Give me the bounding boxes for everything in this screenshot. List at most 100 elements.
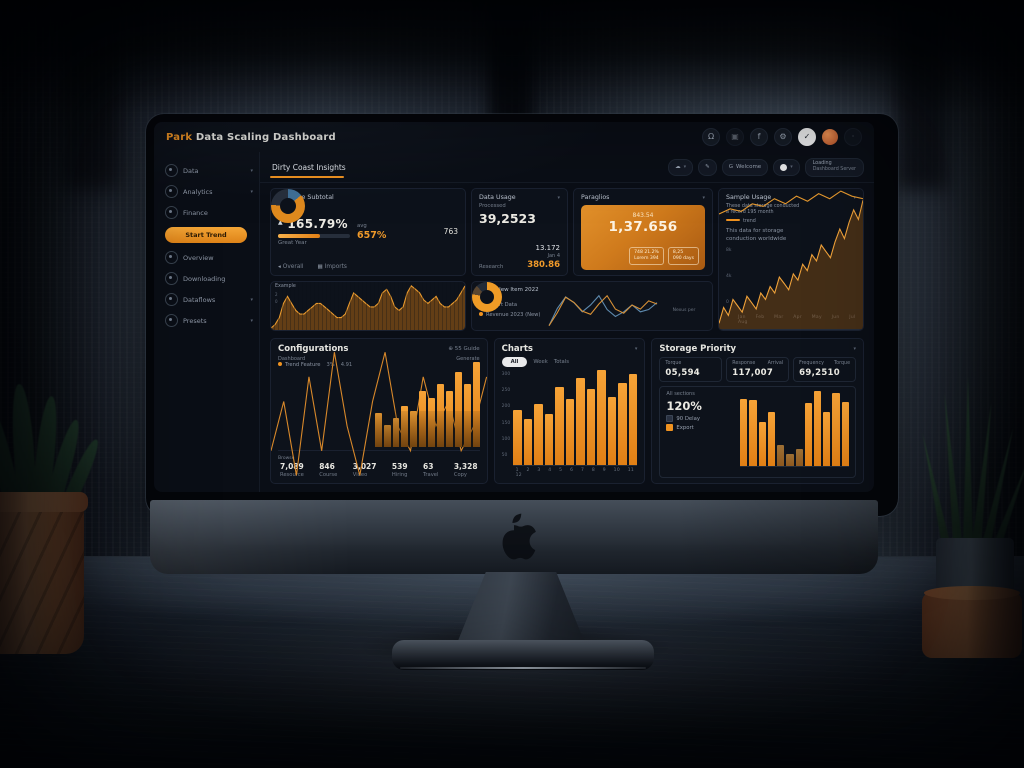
dashboard-screen: Park Data Scaling Dashboard Ω ▣ f ⚙ ✓ · … <box>154 122 874 492</box>
welcome-label: Welcome <box>736 164 762 170</box>
sidebar-item-data[interactable]: Data ▾ <box>165 160 253 181</box>
ridge-area-chart <box>271 282 465 330</box>
legend-delay: 90 Delay <box>666 415 732 422</box>
chevron-down-icon[interactable]: ▾ <box>853 194 856 201</box>
analytics-icon <box>165 185 178 198</box>
dataflow-icon <box>165 293 178 306</box>
imac-screen-bezel: Park Data Scaling Dashboard Ω ▣ f ⚙ ✓ · … <box>146 114 898 516</box>
download-icon <box>165 272 178 285</box>
chevron-down-icon[interactable]: ▾ <box>634 346 638 352</box>
share-icon[interactable]: f <box>750 128 768 146</box>
page-title-rest: Data Scaling Dashboard <box>192 131 336 143</box>
stat-travel: 63 Travel <box>423 462 439 478</box>
welcome-menu-button[interactable]: G Welcome <box>721 158 769 176</box>
usage-side2: Jan 4 <box>547 253 560 259</box>
sidebar-item-label: Analytics <box>183 187 213 196</box>
main-bar-chart <box>513 370 638 466</box>
stats-caption: Browse <box>278 456 295 461</box>
revenue-donut-chart <box>271 189 305 223</box>
configurations-card: Configurations ⊕ 55 Guide Dashboard Tren… <box>270 338 488 484</box>
chevron-down-icon: ▾ <box>683 164 687 170</box>
priority-caption: All sections <box>666 391 695 397</box>
highlight-box-2: 8,25 090 days <box>667 247 699 265</box>
sample-sparkline-chart <box>719 189 863 215</box>
pen-icon: ✎ <box>705 164 710 170</box>
sidebar-item-presets[interactable]: Presets ▾ <box>165 310 253 331</box>
sidebar-item-analytics[interactable]: Analytics ▾ <box>165 181 253 202</box>
card-title: Sample Usage <box>726 194 772 201</box>
usage-bottom-label: Research <box>479 264 504 270</box>
priority-box-response: Response Arrival 117,007 <box>726 357 790 382</box>
chevron-down-icon[interactable]: ▾ <box>702 194 705 201</box>
orange-dot-icon <box>479 312 483 316</box>
sidebar-item-downloading[interactable]: Downloading <box>165 268 253 289</box>
account-menu-button[interactable]: ▾ <box>773 158 800 176</box>
revenue-value: 165.79% <box>287 217 348 231</box>
sidebar-item-label: Presets <box>183 316 207 325</box>
sidebar-item-label: Data <box>183 166 199 175</box>
sidebar-item-overview[interactable]: Overview <box>165 247 253 268</box>
camera-icon[interactable]: ▣ <box>726 128 744 146</box>
plant-right-leaves <box>925 372 1024 552</box>
chevron-down-icon[interactable]: ▾ <box>557 194 560 201</box>
line-series-orange <box>549 293 657 327</box>
plant-stool <box>922 586 1022 658</box>
imac-stand-base <box>392 640 654 670</box>
chevron-down-icon: ▾ <box>250 167 253 174</box>
settings-gear-icon[interactable]: ⚙ <box>774 128 792 146</box>
server-status-line1: Loading <box>812 161 832 167</box>
toggle-all[interactable]: All <box>501 357 528 367</box>
footer-overall[interactable]: ◂ Overall <box>278 264 304 270</box>
charts-y-axis: 300 250 200 150 100 50 <box>501 372 511 458</box>
sidebar-item-finance[interactable]: Finance <box>165 202 253 223</box>
revenue-kpi: ▲ 165.79% Great Year <box>278 217 350 246</box>
toggle-week[interactable]: Week <box>533 359 548 365</box>
toolbar-pills: ☁ ▾ ✎ G Welcome <box>668 157 864 177</box>
donut-value-label: 763 <box>443 227 458 236</box>
sample-area-chart <box>719 189 863 330</box>
chevron-down-icon: ▾ <box>790 164 793 170</box>
start-trend-button[interactable]: Start Trend <box>165 227 247 243</box>
chevron-down-icon: ▾ <box>250 296 253 303</box>
tab-active[interactable]: Dirty Coast Insights <box>270 157 348 178</box>
card-title: Configurations <box>278 344 349 354</box>
config-legend: Trend Feature 3% 4.91 <box>278 362 367 368</box>
highlight-box-1: 748 21.2% Lorem 394 <box>629 247 664 265</box>
charts-toggle: All Week Totals <box>501 357 638 367</box>
sidebar-item-label: Finance <box>183 208 208 217</box>
usage-side1: 13.172 <box>535 244 561 252</box>
window-frame-bar-left <box>60 0 120 190</box>
sidebar-item-label: Overview <box>183 253 214 262</box>
chevron-down-icon[interactable]: ▾ <box>853 346 857 352</box>
imac-chin <box>150 500 878 574</box>
edit-button[interactable]: ✎ <box>698 158 717 176</box>
sidebar-item-label: Dataflows <box>183 295 216 304</box>
footer-imports[interactable]: ▦ Imports <box>317 264 347 270</box>
more-icon[interactable]: · <box>844 128 862 146</box>
lines-donut-chart <box>472 282 502 312</box>
tabs-toolbar-row: Dirty Coast Insights ☁ ▾ ✎ G Wel <box>260 152 874 183</box>
server-status-pill[interactable]: Loading Dashboard Server <box>804 157 864 177</box>
highlight-small-value: 843.54 <box>632 212 654 219</box>
page-title-accent: Park <box>166 131 193 143</box>
stat-hiring: 539 Hiring <box>391 462 408 478</box>
sample-body-note: This data for storage conduction worldwi… <box>726 228 787 243</box>
guide-link[interactable]: ⊕ 55 Guide <box>448 346 480 352</box>
presets-icon <box>165 314 178 327</box>
sidebar: Data ▾ Analytics ▾ Finance Start Trend <box>154 152 260 492</box>
finance-icon <box>165 206 178 219</box>
toggle-totals[interactable]: Totals <box>553 359 569 365</box>
config-bar-chart <box>374 362 480 447</box>
theme-toggle-icon[interactable]: ✓ <box>798 128 816 146</box>
cloud-menu-button[interactable]: ☁ ▾ <box>668 158 694 176</box>
plus-icon: ⊕ <box>448 346 453 352</box>
card-title: Revenue Subtotal <box>278 194 334 201</box>
dashboard-header: Park Data Scaling Dashboard Ω ▣ f ⚙ ✓ · <box>154 122 874 152</box>
user-avatar[interactable] <box>822 129 838 145</box>
usage-side-values: 13.172 Jan 4 380.86 <box>527 244 560 270</box>
avg-label: avg <box>357 222 367 229</box>
stat-copy: 3,328 Copy <box>453 462 478 478</box>
square-icon <box>666 415 674 422</box>
headphones-icon[interactable]: Ω <box>702 128 720 146</box>
sidebar-item-dataflows[interactable]: Dataflows ▾ <box>165 289 253 310</box>
